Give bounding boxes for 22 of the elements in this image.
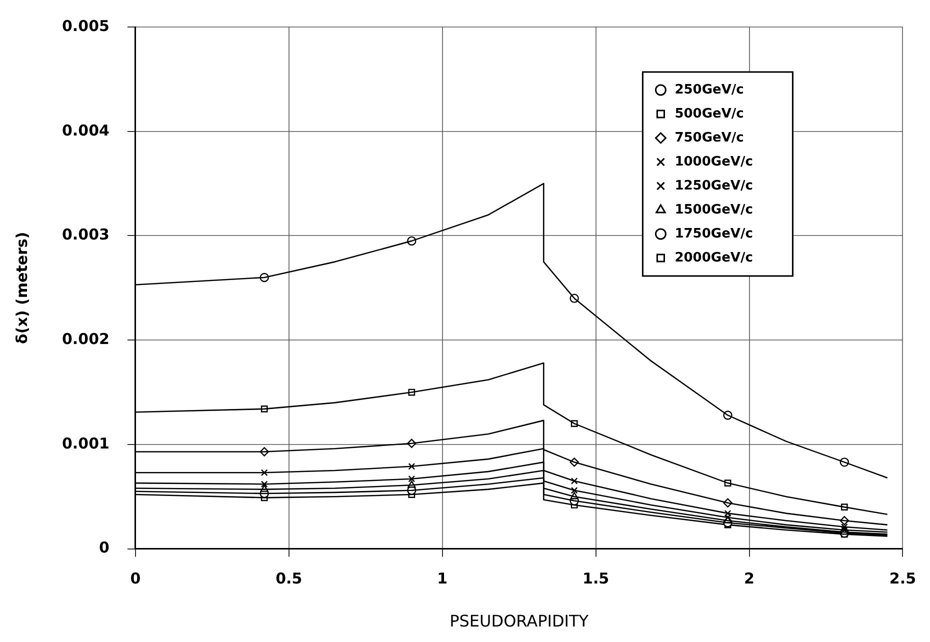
x-tick-label: 2.5 xyxy=(889,570,916,588)
y-tick-label: 0.005 xyxy=(62,16,110,35)
legend-label: 1000GeV/c xyxy=(674,154,753,170)
y-tick-label: 0.002 xyxy=(62,330,110,348)
y-axis-title: δ(x) (meters) xyxy=(12,232,31,344)
x-tick-label: 1 xyxy=(437,570,448,588)
legend-label: 2000GeV/c xyxy=(674,250,753,266)
legend-label: 500GeV/c xyxy=(674,106,744,122)
x-tick-label: 2 xyxy=(744,570,754,588)
y-tick-label: 0.004 xyxy=(62,121,110,140)
x-tick-label: 0.5 xyxy=(276,570,302,588)
y-tick-label: 0.001 xyxy=(62,434,110,452)
legend-label: 1750GeV/c xyxy=(674,226,753,242)
legend-label: 750GeV/c xyxy=(674,130,744,146)
x-tick-label: 1.5 xyxy=(582,570,610,588)
x-axis-title: PSEUDORAPIDITY xyxy=(450,612,589,631)
y-tick-label: 0.003 xyxy=(62,226,110,244)
y-tick-label: 0 xyxy=(99,538,110,557)
legend-label: 1500GeV/c xyxy=(674,202,753,218)
legend-label: 1250GeV/c xyxy=(674,178,753,194)
x-tick-label: 0 xyxy=(130,570,141,588)
legend-label: 250GeV/c xyxy=(674,82,744,98)
